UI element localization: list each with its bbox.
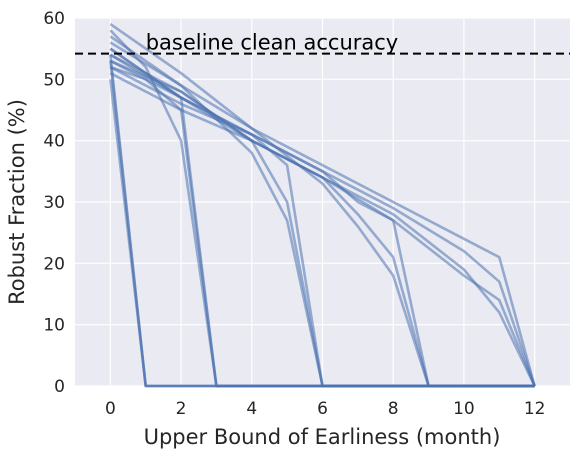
series-lines — [109, 23, 536, 388]
y-tick-label: 0 — [54, 377, 65, 397]
y-tick-label: 60 — [43, 9, 65, 29]
series-line-13 — [109, 41, 536, 387]
series-line-15 — [109, 65, 536, 387]
baseline-annotation: baseline clean accuracy — [146, 31, 399, 55]
x-tick-label: 8 — [388, 399, 399, 419]
y-tick-label: 30 — [43, 193, 65, 213]
series-line-16 — [109, 72, 536, 387]
y-tick-label: 20 — [43, 254, 65, 274]
y-tick-labels: 0 10 20 30 40 50 60 — [43, 9, 65, 397]
x-tick-labels: 0 2 4 6 8 10 12 — [105, 399, 546, 419]
series-line-14 — [109, 47, 536, 387]
x-tick-label: 10 — [453, 399, 475, 419]
x-tick-label: 0 — [105, 399, 116, 419]
y-tick-label: 50 — [43, 70, 65, 90]
x-tick-label: 12 — [524, 399, 546, 419]
x-tick-label: 2 — [176, 399, 187, 419]
x-axis-title: Upper Bound of Earliness (month) — [144, 425, 501, 449]
y-tick-label: 40 — [43, 132, 65, 152]
x-tick-label: 4 — [246, 399, 257, 419]
y-axis-title: Robust Fraction (%) — [5, 99, 29, 305]
y-tick-label: 10 — [43, 316, 65, 336]
x-tick-label: 6 — [317, 399, 328, 419]
